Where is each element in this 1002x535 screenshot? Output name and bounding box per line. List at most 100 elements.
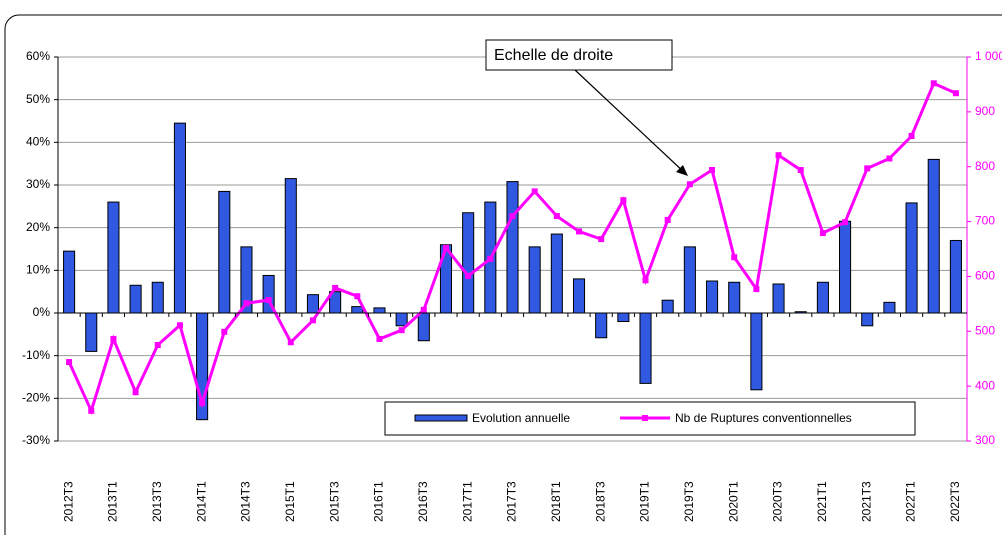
marker xyxy=(66,359,73,366)
x-tick-label: 2022T1 xyxy=(904,481,918,522)
x-tick-label: 2022T3 xyxy=(948,481,962,522)
plot-area: -30% -20% -10% 0% 10% 20% 30% 40% 50% 60% 300 400 50… xyxy=(22,49,1002,522)
marker xyxy=(908,132,915,139)
bar xyxy=(107,201,120,314)
y2-tick-label: 1 000 xyxy=(975,49,1002,63)
marker xyxy=(154,342,161,348)
bar xyxy=(661,299,674,314)
marker xyxy=(864,165,871,172)
legend-swatch xyxy=(414,414,468,422)
x-tick-label: 2020T3 xyxy=(771,481,785,522)
marker xyxy=(265,297,272,304)
marker xyxy=(332,284,339,291)
marker xyxy=(509,213,516,220)
marker xyxy=(309,317,316,324)
marker xyxy=(88,407,95,414)
x-tick-label: 2015T1 xyxy=(283,481,297,522)
bar xyxy=(861,312,874,327)
bar xyxy=(395,312,408,327)
marker xyxy=(686,181,693,188)
bar xyxy=(85,312,98,352)
marker xyxy=(221,328,228,335)
bar xyxy=(462,212,475,314)
bar xyxy=(728,281,741,314)
marker xyxy=(886,155,893,162)
annotation-arrow xyxy=(574,69,687,175)
marker xyxy=(243,300,250,307)
legend-label: Evolution annuelle xyxy=(472,411,570,425)
marker xyxy=(952,90,959,97)
bar xyxy=(883,301,896,314)
y-tick-label: -20% xyxy=(22,391,50,405)
marker xyxy=(797,167,804,174)
x-tick-label: 2019T1 xyxy=(638,481,652,522)
marker xyxy=(664,216,671,223)
bar xyxy=(506,181,519,314)
bar xyxy=(417,312,430,342)
y-tick-label: 10% xyxy=(26,263,50,277)
marker xyxy=(642,277,649,284)
marker xyxy=(287,339,294,346)
marker xyxy=(531,188,538,195)
bar xyxy=(639,312,652,384)
bar xyxy=(705,280,719,314)
y2-tick-label: 500 xyxy=(975,323,995,337)
bar xyxy=(905,202,918,314)
marker xyxy=(199,400,206,407)
x-tick-label: 2012T3 xyxy=(61,481,75,522)
x-tick-label: 2020T1 xyxy=(726,481,740,522)
x-tick-label: 2014T1 xyxy=(194,481,208,522)
y-tick-label: 50% xyxy=(26,92,50,106)
bar xyxy=(839,220,852,314)
marker xyxy=(620,197,627,204)
bar xyxy=(595,312,608,339)
bar xyxy=(129,284,142,314)
marker xyxy=(930,80,937,87)
annotation-box xyxy=(485,39,673,71)
marker xyxy=(819,230,826,237)
bar xyxy=(306,294,320,314)
y-tick-label: -30% xyxy=(22,433,50,447)
marker xyxy=(842,219,849,226)
legend: Evolution annuelle Nb de Ruptures convent… xyxy=(384,401,916,436)
x-tick-label: 2017T1 xyxy=(460,481,474,522)
marker xyxy=(553,213,560,220)
marker xyxy=(487,255,494,262)
bar xyxy=(528,246,541,314)
marker xyxy=(110,335,117,342)
marker xyxy=(420,306,427,313)
annotation-arrowhead xyxy=(676,165,688,176)
y-tick-label: -10% xyxy=(22,348,50,362)
legend-swatch xyxy=(642,415,648,421)
legend-label: Nb de Ruptures conventionnelles xyxy=(675,411,852,425)
marker xyxy=(753,286,760,293)
y2-tick-label: 800 xyxy=(975,159,995,173)
y2-tick-label: 900 xyxy=(975,104,995,118)
bar xyxy=(772,283,785,314)
y-tick-label: 0% xyxy=(33,305,51,319)
x-tick-label: 2021T3 xyxy=(859,481,873,522)
bar xyxy=(173,122,186,314)
marker xyxy=(709,167,716,174)
y2-tick-label: 400 xyxy=(975,378,995,392)
x-tick-label: 2018T1 xyxy=(549,481,563,522)
y-tick-label: 40% xyxy=(26,135,50,149)
x-tick-label: 2016T1 xyxy=(372,481,386,522)
marker xyxy=(775,152,782,159)
marker xyxy=(376,335,383,342)
y-tick-label: 20% xyxy=(26,220,50,234)
marker xyxy=(398,327,405,334)
y-tick-label: 30% xyxy=(26,177,50,191)
bar xyxy=(151,281,164,314)
x-tick-label: 2021T1 xyxy=(815,481,829,522)
bar xyxy=(949,239,962,314)
marker xyxy=(132,389,139,396)
bar xyxy=(816,281,829,314)
x-tick-label: 2014T3 xyxy=(239,481,253,522)
chart-frame xyxy=(4,14,1002,535)
bar xyxy=(373,307,386,314)
bar xyxy=(572,278,586,314)
marker xyxy=(576,228,583,235)
bar xyxy=(218,190,231,314)
